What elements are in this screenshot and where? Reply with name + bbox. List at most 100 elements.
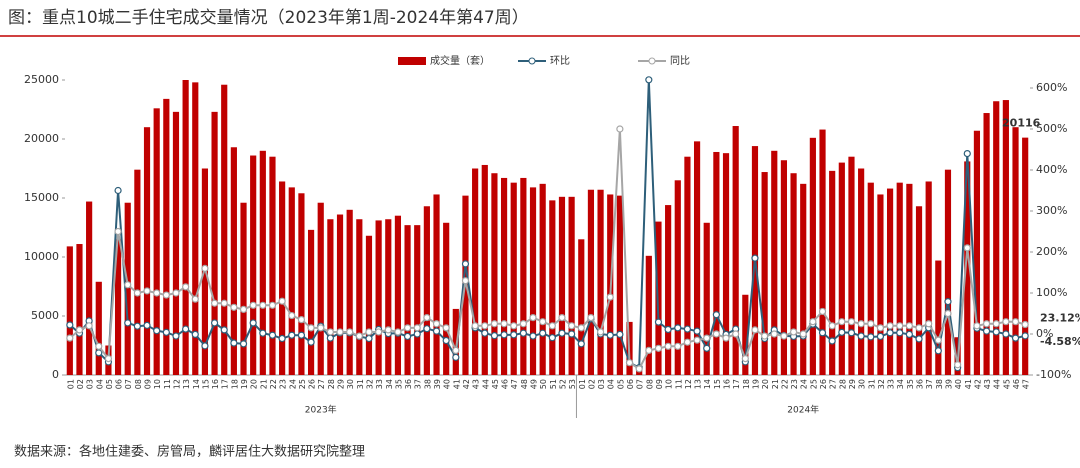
x-tick-label: 29 xyxy=(848,379,857,389)
bar xyxy=(134,169,141,375)
line-marker xyxy=(789,328,798,336)
line-marker xyxy=(982,320,991,328)
bar xyxy=(211,111,218,376)
x-tick-label: 29 xyxy=(337,379,346,389)
bar xyxy=(964,161,971,375)
x-tick-label: 45 xyxy=(1002,379,1011,389)
bar xyxy=(877,194,884,375)
line-marker xyxy=(365,328,373,336)
line-marker xyxy=(934,336,942,344)
x-tick-label: 14 xyxy=(703,379,712,389)
y-tick-label: 15000 xyxy=(24,191,59,204)
bar xyxy=(288,187,295,375)
line-marker xyxy=(954,361,962,369)
line-marker xyxy=(703,334,711,342)
bar xyxy=(925,181,932,375)
line-marker xyxy=(828,337,836,345)
line-marker xyxy=(539,329,547,337)
bar xyxy=(240,202,247,375)
x-tick-label: 47 xyxy=(1022,379,1031,389)
x-tick-label: 14 xyxy=(192,379,201,389)
line-marker xyxy=(413,330,421,338)
line-marker xyxy=(558,329,566,337)
x-tick-label: 02 xyxy=(76,379,85,389)
line-marker xyxy=(963,150,971,158)
annotation: 20116 xyxy=(1002,117,1041,130)
line-marker xyxy=(712,330,720,338)
bar xyxy=(182,80,189,375)
annotation: -4.58% xyxy=(1040,335,1080,348)
x-tick-label: 38 xyxy=(935,379,944,389)
bar xyxy=(336,214,344,375)
line-marker xyxy=(828,322,836,330)
line-marker xyxy=(577,324,585,332)
bar xyxy=(443,222,450,375)
x-tick-label: 37 xyxy=(414,379,423,389)
line-marker xyxy=(654,344,663,352)
bar xyxy=(124,202,131,375)
line-marker xyxy=(133,322,141,330)
bar xyxy=(66,246,73,375)
line-marker xyxy=(307,338,315,346)
x-tick-label: 11 xyxy=(674,379,683,389)
x-tick-label: 41 xyxy=(452,379,461,389)
x-tick-label: 16 xyxy=(211,379,220,389)
line-marker xyxy=(326,334,334,342)
x-tick-label: 35 xyxy=(906,379,915,389)
x-tick-label: 36 xyxy=(916,379,925,389)
bar xyxy=(86,201,93,375)
line-marker xyxy=(944,298,952,306)
x-tick-label: 53 xyxy=(568,379,577,389)
x-tick-label: 01 xyxy=(66,379,75,389)
line-marker xyxy=(838,328,846,336)
y2-tick-label: 400% xyxy=(1036,163,1067,176)
line-marker xyxy=(770,330,778,338)
line-marker xyxy=(934,347,942,355)
x-tick-label: 20 xyxy=(761,379,770,389)
bar xyxy=(114,239,122,375)
line-marker xyxy=(867,333,875,341)
line-marker xyxy=(500,320,508,328)
legend-swatch xyxy=(398,57,426,65)
x-tick-label: 08 xyxy=(645,379,654,389)
line-marker xyxy=(809,318,817,326)
line-marker xyxy=(423,314,431,322)
legend-label: 同比 xyxy=(670,55,690,67)
x-tick-label: 47 xyxy=(510,379,519,389)
bar xyxy=(230,147,237,375)
line-marker xyxy=(568,322,576,330)
x-tick-label: 21 xyxy=(771,379,780,389)
x-tick-label: 32 xyxy=(365,379,374,389)
line-marker xyxy=(423,325,431,333)
bar xyxy=(375,220,382,375)
line-marker xyxy=(818,307,827,316)
bar xyxy=(172,111,180,376)
source: 数据来源：各地住建委、房管局，麟评居住大数据研究院整理 xyxy=(14,444,365,460)
line-marker xyxy=(1021,320,1029,329)
line-marker xyxy=(268,301,277,309)
x-tick-label: 40 xyxy=(954,379,963,389)
bar xyxy=(298,193,305,375)
x-tick-label: 33 xyxy=(887,379,896,389)
line-marker xyxy=(683,338,692,346)
x-tick-label: 20 xyxy=(250,379,259,389)
line-marker xyxy=(432,327,441,335)
line-marker xyxy=(201,342,209,350)
x-tick-label: 50 xyxy=(539,379,548,389)
line-marker xyxy=(239,305,248,313)
line-marker xyxy=(481,329,489,337)
bar xyxy=(539,183,546,375)
bar xyxy=(472,168,479,375)
legend-label: 成交量（套） xyxy=(430,54,490,67)
line-marker xyxy=(162,328,170,336)
line-marker xyxy=(732,330,740,338)
line-marker xyxy=(365,334,373,343)
x-tick-label: 13 xyxy=(182,379,191,389)
line-marker xyxy=(973,322,981,330)
x-tick-label: 39 xyxy=(944,379,953,389)
bar xyxy=(597,189,604,375)
x-tick-label: 46 xyxy=(501,379,510,389)
line-marker xyxy=(172,289,180,297)
x-tick-label: 06 xyxy=(626,379,635,389)
y-tick-label: 10000 xyxy=(24,250,59,263)
